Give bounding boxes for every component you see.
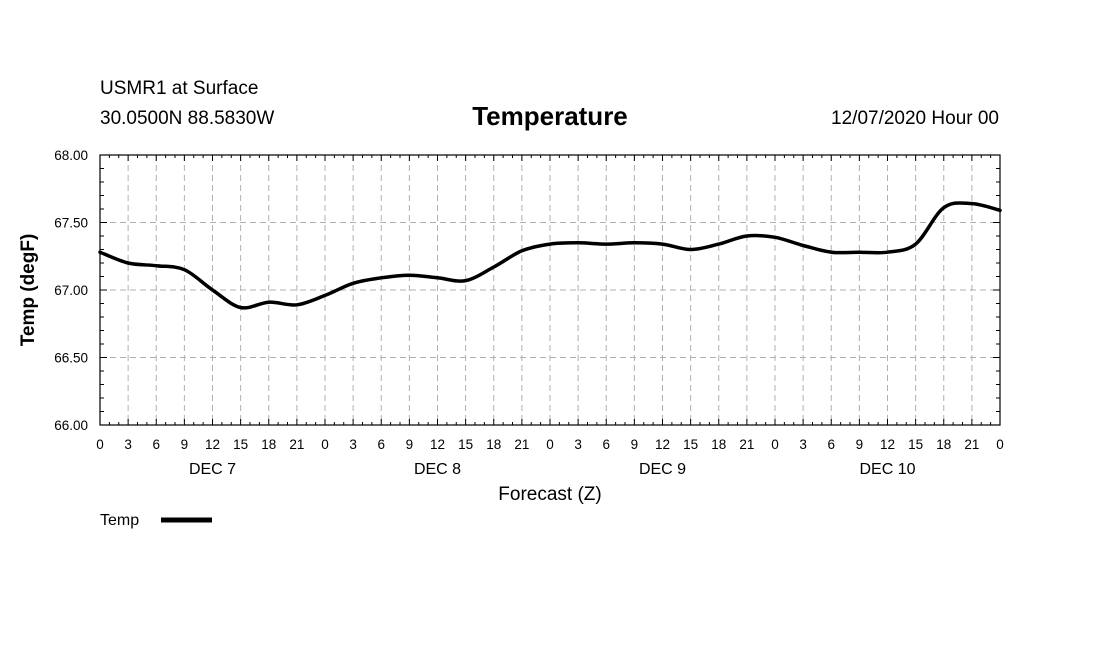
x-tick-label: 9 — [406, 437, 414, 452]
grid-lines — [100, 155, 1000, 425]
run-label: 12/07/2020 Hour 00 — [831, 108, 999, 129]
y-tick-label: 66.50 — [54, 351, 88, 366]
x-tick-label: 6 — [377, 437, 385, 452]
y-tick-labels: 66.00 66.50 67.00 67.50 68.00 — [54, 148, 88, 433]
x-tick-label: 15 — [458, 437, 473, 452]
x-tick-label: 12 — [880, 437, 895, 452]
y-tick-label: 66.00 — [54, 418, 88, 433]
x-tick-label: 12 — [655, 437, 670, 452]
x-tick-label: 18 — [936, 437, 951, 452]
x-tick-label: 21 — [289, 437, 304, 452]
x-tick-label: 0 — [996, 437, 1004, 452]
x-tick-label: 0 — [771, 437, 779, 452]
y-tick-label: 67.00 — [54, 283, 88, 298]
x-tick-label: 3 — [124, 437, 132, 452]
x-tick-label: 15 — [908, 437, 923, 452]
x-tick-label: 21 — [964, 437, 979, 452]
x-tick-label: 0 — [96, 437, 104, 452]
station-label: USMR1 at Surface — [100, 78, 258, 99]
plot-frame — [99, 154, 1001, 426]
legend-label-temp: Temp — [100, 512, 139, 529]
x-tick-label: 0 — [321, 437, 329, 452]
y-axis-label: Temp (degF) — [18, 234, 39, 347]
temp-series-line — [98, 201, 1002, 310]
x-tick-label: 18 — [486, 437, 501, 452]
x-axis-label: Forecast (Z) — [498, 484, 601, 505]
x-tick-label: 6 — [152, 437, 160, 452]
x-tick-label: 18 — [711, 437, 726, 452]
x-tick-label: 9 — [631, 437, 639, 452]
x-tick-label: 0 — [546, 437, 554, 452]
chart-title: Temperature — [472, 101, 628, 131]
x-tick-label: 6 — [602, 437, 610, 452]
day-label: DEC 7 — [189, 461, 236, 478]
x-tick-label: 9 — [856, 437, 864, 452]
x-tick-label: 9 — [181, 437, 189, 452]
y-tick-label: 67.50 — [54, 216, 88, 231]
x-tick-label: 21 — [514, 437, 529, 452]
location-label: 30.0500N 88.5830W — [100, 108, 274, 129]
x-tick-label: 3 — [574, 437, 582, 452]
x-tick-labels: 0 3 6 9 12 15 18 21 0 3 6 9 12 15 18 21 0 3 6 9 12 15 18 21 0 3 6 9… — [96, 437, 1004, 452]
x-tick-label: 15 — [683, 437, 698, 452]
day-label: DEC 9 — [639, 461, 686, 478]
day-labels: DEC 7 DEC 8 DEC 9 DEC 10 — [189, 461, 916, 478]
x-tick-label: 3 — [349, 437, 357, 452]
x-tick-label: 15 — [233, 437, 248, 452]
x-tick-label: 21 — [739, 437, 754, 452]
x-tick-label: 12 — [205, 437, 220, 452]
day-label: DEC 10 — [859, 461, 915, 478]
legend: Temp — [100, 512, 212, 529]
x-tick-label: 12 — [430, 437, 445, 452]
x-tick-label: 18 — [261, 437, 276, 452]
x-tick-label: 6 — [827, 437, 835, 452]
y-tick-label: 68.00 — [54, 148, 88, 163]
day-label: DEC 8 — [414, 461, 461, 478]
x-tick-label: 3 — [799, 437, 807, 452]
